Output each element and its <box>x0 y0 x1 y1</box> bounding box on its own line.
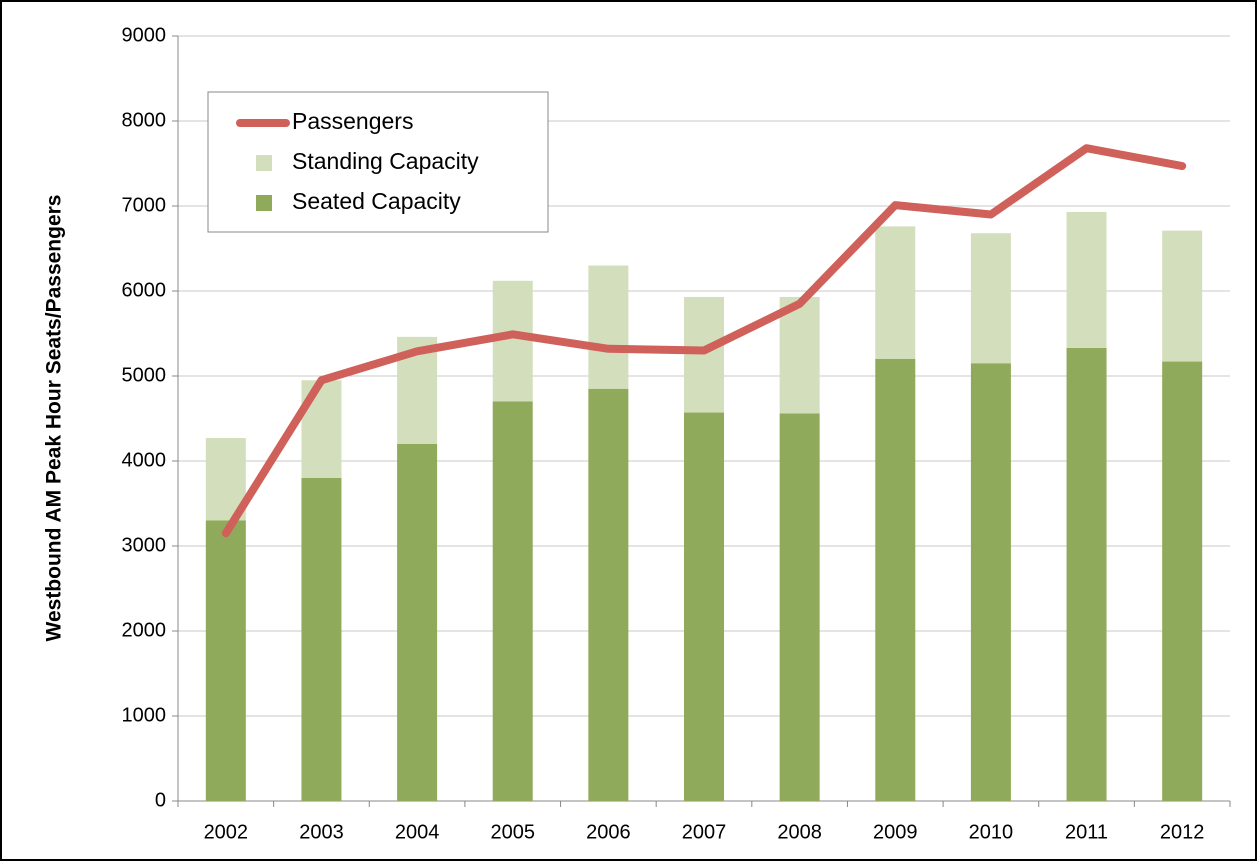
bar-segment <box>492 401 533 801</box>
x-tick-label: 2010 <box>969 821 1014 843</box>
bar-segment <box>1066 347 1107 801</box>
x-tick-label: 2004 <box>395 821 440 843</box>
bar-segment <box>301 380 342 478</box>
legend-label: Passengers <box>292 108 413 134</box>
x-tick-label: 2009 <box>873 821 918 843</box>
y-tick-label: 4000 <box>122 449 167 471</box>
x-tick-label: 2002 <box>204 821 249 843</box>
bar-segment <box>301 478 342 801</box>
x-tick-label: 2006 <box>586 821 631 843</box>
x-tick-label: 2012 <box>1160 821 1205 843</box>
x-tick-label: 2007 <box>682 821 727 843</box>
y-tick-label: 2000 <box>122 619 167 641</box>
y-tick-label: 6000 <box>122 279 167 301</box>
bar-segment <box>779 296 820 414</box>
x-tick-label: 2008 <box>777 821 822 843</box>
bar-segment <box>970 363 1011 801</box>
bar-segment <box>684 296 724 413</box>
line-series <box>221 144 1187 538</box>
bar-segment <box>1066 211 1107 348</box>
legend-label: Seated Capacity <box>292 188 461 214</box>
y-tick-label: 3000 <box>122 534 167 556</box>
bar-segment <box>684 412 724 801</box>
legend-swatch <box>256 195 272 211</box>
legend-swatch <box>256 155 272 171</box>
bar-segment <box>588 388 629 801</box>
legend-label: Standing Capacity <box>292 148 479 174</box>
y-axis-label: Westbound AM Peak Hour Seats/Passengers <box>43 195 66 642</box>
y-tick-label: 7000 <box>122 194 167 216</box>
bar-segment <box>397 444 438 801</box>
bar-segment <box>492 280 533 402</box>
bar-segment <box>205 520 246 801</box>
bar-segment <box>875 226 916 359</box>
x-tick-label: 2003 <box>299 821 344 843</box>
bar-segment <box>779 413 820 801</box>
y-tick-label: 9000 <box>122 24 167 46</box>
bar-segment <box>1162 230 1203 362</box>
y-tick-label: 1000 <box>122 704 167 726</box>
y-tick-label: 0 <box>155 789 166 811</box>
bar-segment <box>970 233 1011 364</box>
bar-segment <box>875 359 916 801</box>
bar-segment <box>588 265 629 389</box>
y-tick-label: 5000 <box>122 364 167 386</box>
x-tick-label: 2011 <box>1065 821 1108 843</box>
y-tick-label: 8000 <box>122 109 167 131</box>
bar-segment <box>1162 361 1203 801</box>
x-tick-label: 2005 <box>490 821 535 843</box>
